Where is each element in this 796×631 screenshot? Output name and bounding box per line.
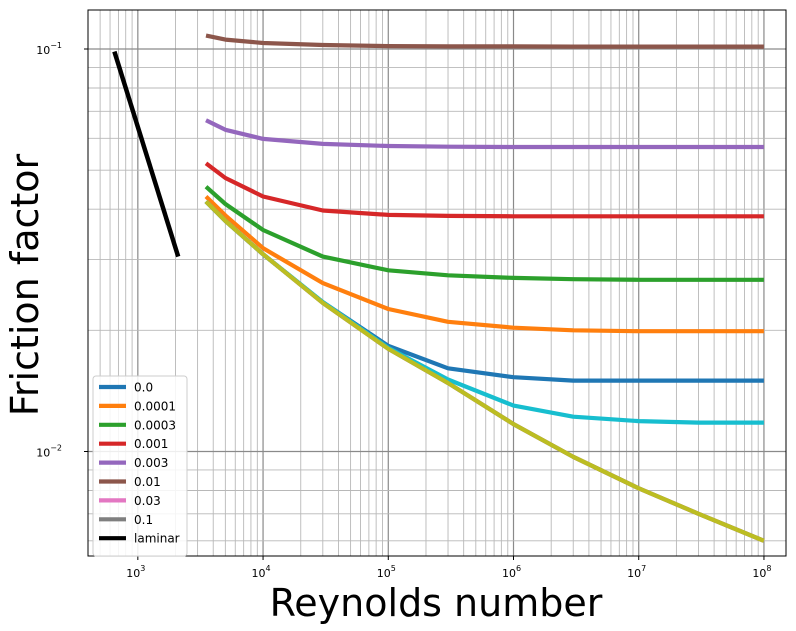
- x-tick-label: 106: [502, 564, 521, 580]
- legend-label: 0.0001: [134, 399, 176, 413]
- tick-layer: 103 104 105 106 107 108 10−2 10−1: [36, 41, 771, 580]
- legend-label: 0.001: [134, 437, 168, 451]
- legend-label: 0.0: [134, 381, 153, 395]
- series-line-9: [204, 200, 764, 425]
- x-axis-label: Reynolds number: [270, 581, 603, 625]
- series-line-3: [204, 185, 764, 282]
- legend-label: 0.003: [134, 456, 168, 470]
- x-tick-label: 103: [126, 564, 145, 580]
- x-tick-label: 108: [752, 564, 771, 580]
- legend-label: 0.01: [134, 475, 161, 489]
- x-tick-label: 104: [252, 564, 271, 580]
- series-line-7: [204, 200, 765, 543]
- series-line-4: [204, 161, 764, 219]
- y-axis-label: Friction factor: [3, 153, 47, 416]
- legend-label: 0.0003: [134, 418, 176, 432]
- legend: 0.0 0.0001 0.0003 0.001 0.003 0.01 0.03 0.1 lami…: [92, 375, 188, 557]
- series-line-5: [205, 118, 764, 150]
- legend-box: [92, 375, 188, 557]
- legend-label: 0.1: [134, 513, 153, 527]
- series-layer: [112, 33, 765, 543]
- series-line-1: [204, 200, 764, 383]
- legend-label: 0.03: [134, 494, 161, 508]
- x-tick-label: 107: [627, 564, 646, 580]
- grid: [87, 10, 786, 556]
- series-line-6: [205, 33, 764, 49]
- series-line-10: [204, 200, 765, 543]
- series-line-8: [204, 200, 765, 543]
- series-line-2: [204, 194, 764, 334]
- plot-frame: [87, 9, 787, 557]
- legend-label: laminar: [134, 532, 180, 546]
- y-tick-label: 10−2: [36, 443, 62, 459]
- x-tick-label: 105: [377, 564, 396, 580]
- y-tick-label: 10−1: [36, 41, 62, 57]
- laminar-line: [112, 50, 181, 258]
